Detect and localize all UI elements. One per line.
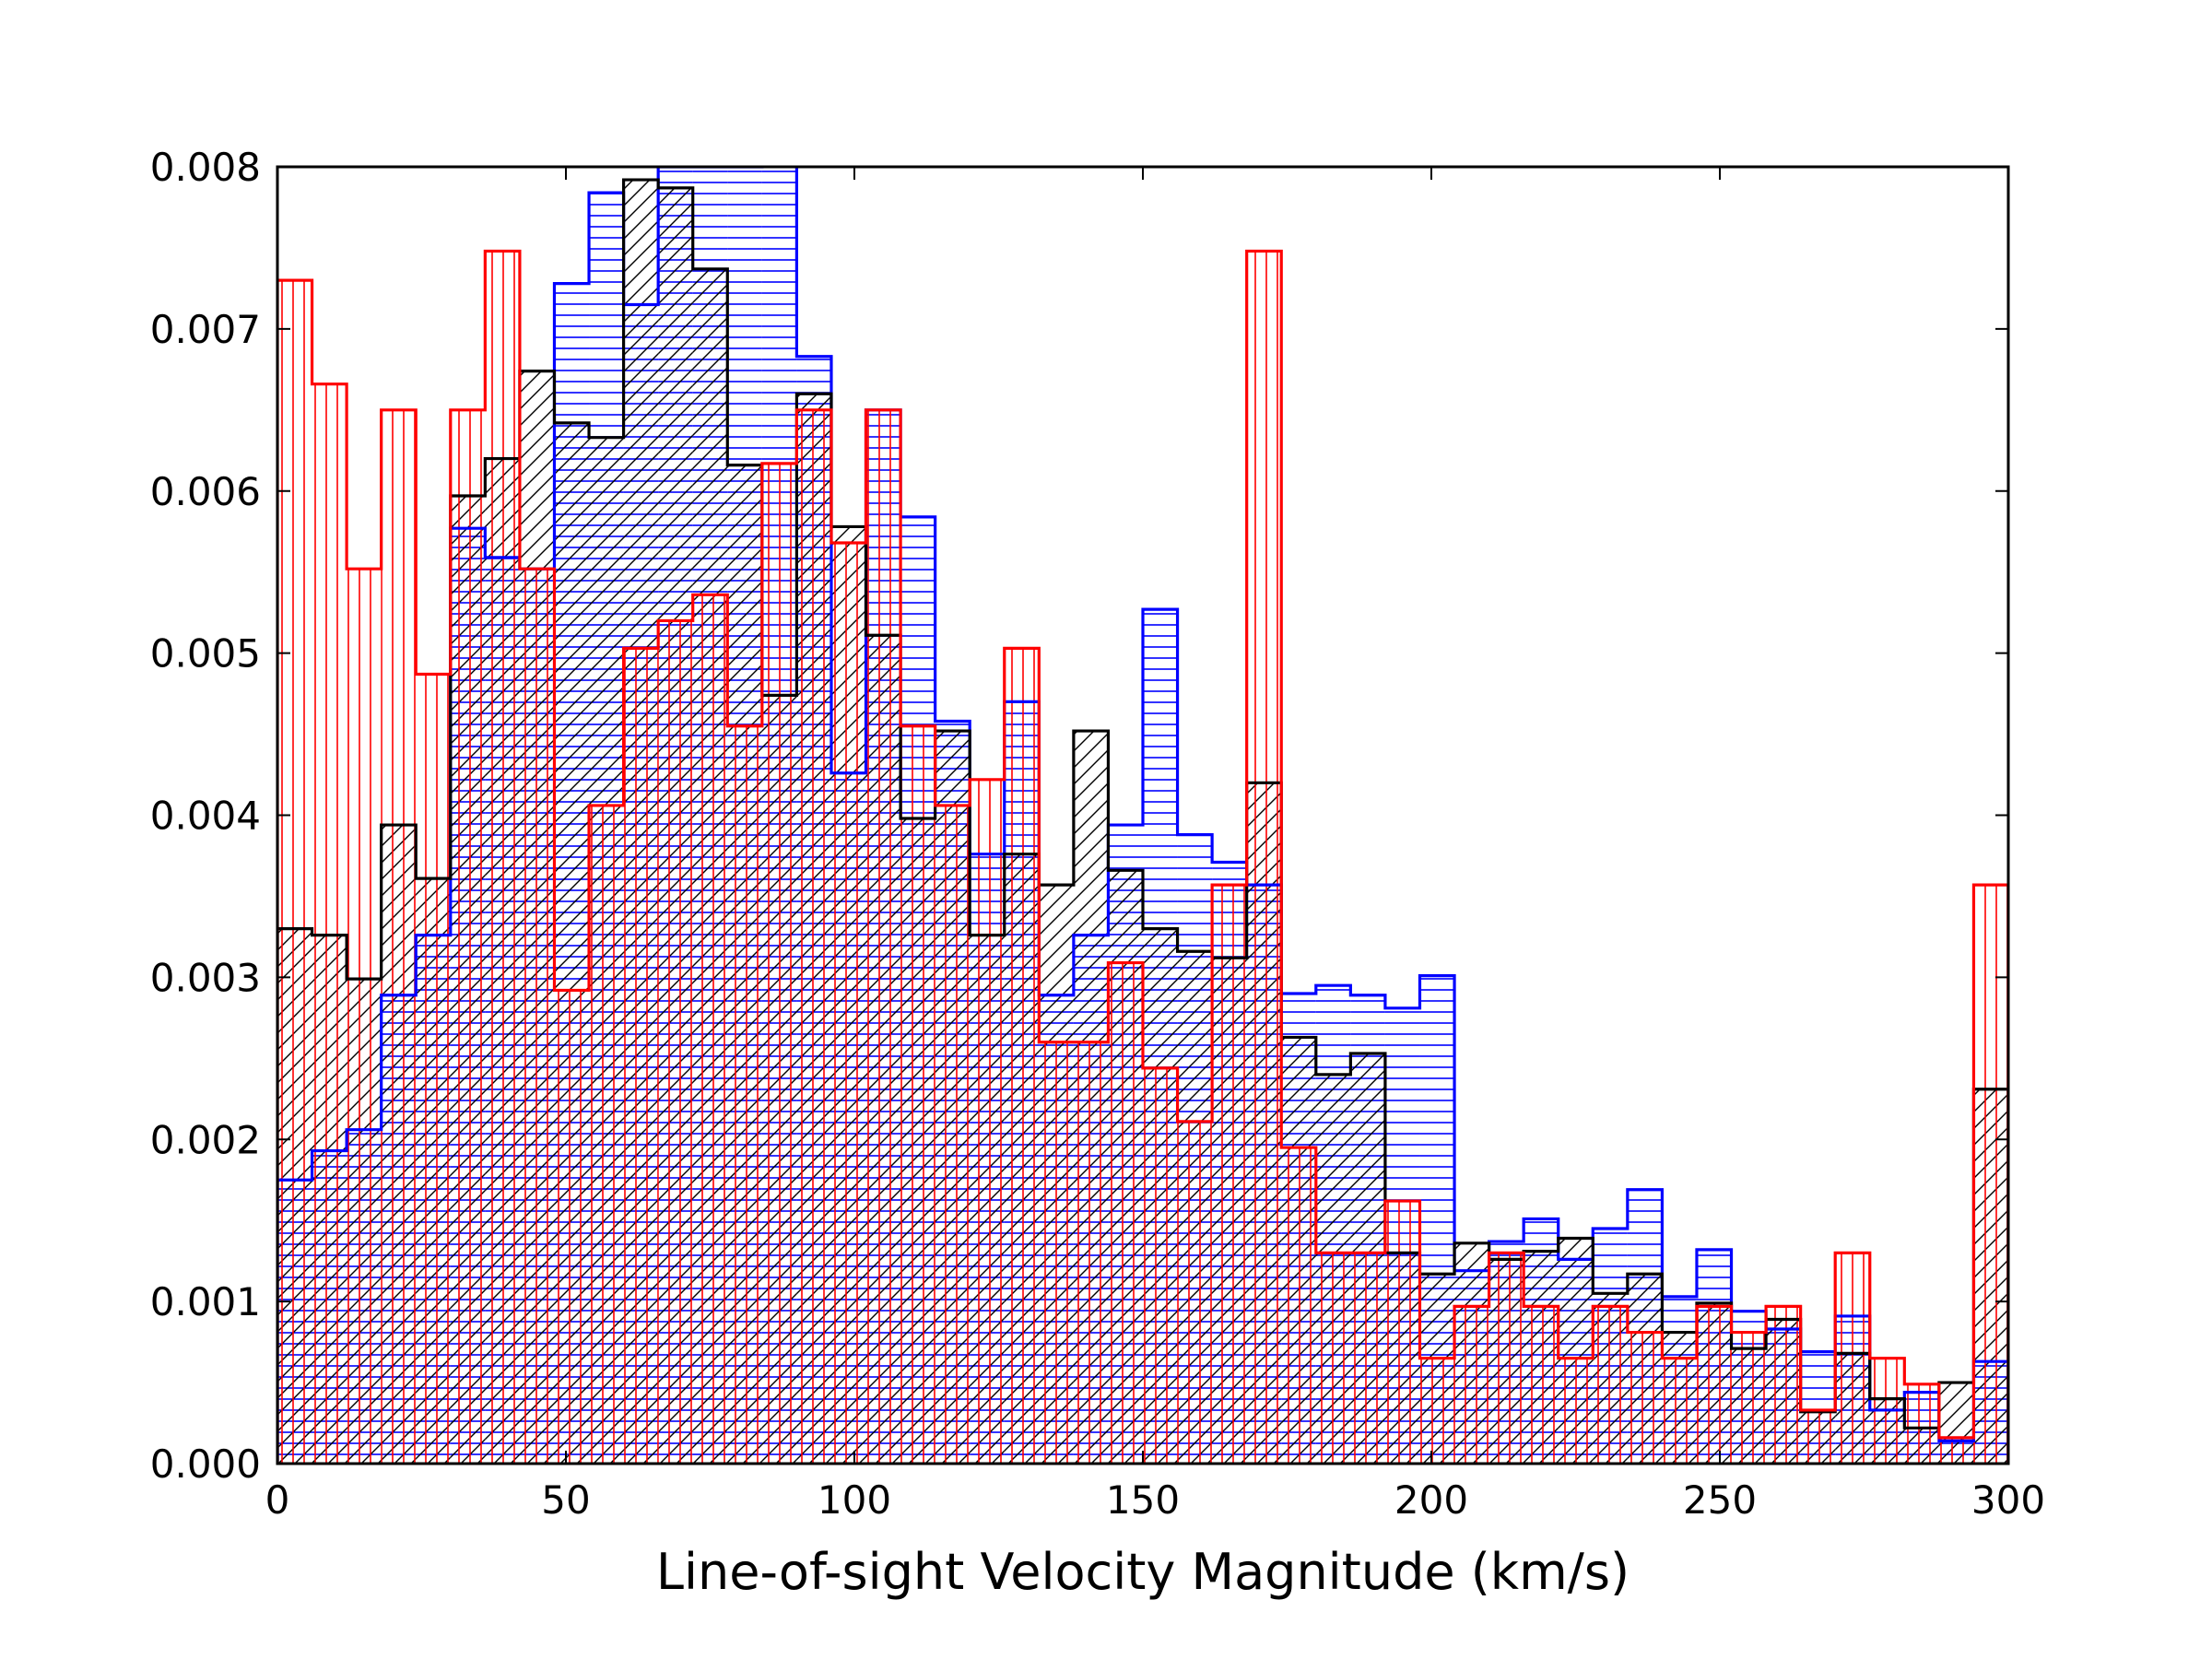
bar-red-42: [1731, 1332, 1767, 1464]
bar-red-21: [1004, 648, 1040, 1464]
step-outline-blue: [277, 167, 2008, 1464]
y-tick-label-5: 0.005: [150, 631, 261, 677]
bar-red-41: [1696, 1306, 1732, 1464]
series-red: [277, 251, 2008, 1464]
bar-red-3: [381, 409, 417, 1464]
y-tick-label-2: 0.002: [150, 1117, 261, 1162]
bar-red-49: [1973, 885, 2008, 1464]
bar-red-33: [1419, 1358, 1455, 1464]
bar-red-10: [623, 648, 659, 1464]
bar-red-11: [658, 620, 693, 1464]
bar-red-9: [589, 805, 624, 1464]
bar-red-38: [1593, 1306, 1628, 1464]
x-tick-label-4: 200: [1394, 1477, 1468, 1523]
bar-red-37: [1558, 1358, 1594, 1464]
y-tick-label-7: 0.007: [150, 307, 261, 352]
bar-red-26: [1177, 1121, 1213, 1464]
bar-red-24: [1108, 962, 1143, 1464]
bar-red-20: [970, 779, 1005, 1464]
y-tick-label-3: 0.003: [150, 955, 261, 1000]
bar-red-7: [519, 569, 555, 1464]
x-tick-label-5: 250: [1683, 1477, 1757, 1523]
x-tick-label-6: 300: [1971, 1477, 2045, 1523]
y-tick-label-8: 0.008: [150, 145, 261, 190]
bar-red-39: [1627, 1332, 1663, 1464]
bar-red-30: [1315, 1253, 1351, 1464]
bar-red-31: [1350, 1253, 1385, 1464]
x-tick-label-1: 50: [541, 1477, 590, 1523]
bar-red-14: [761, 463, 797, 1464]
y-tick-label-4: 0.004: [150, 794, 261, 839]
bar-red-0: [277, 280, 312, 1464]
x-tick-label-2: 100: [818, 1477, 891, 1523]
bar-red-32: [1384, 1201, 1420, 1464]
bar-red-4: [416, 674, 451, 1464]
x-tick-label-3: 150: [1106, 1477, 1180, 1523]
y-tick-label-1: 0.001: [150, 1279, 261, 1324]
bar-red-23: [1073, 1041, 1109, 1464]
bar-red-36: [1524, 1306, 1559, 1464]
bar-red-6: [485, 251, 520, 1464]
series-layer: [277, 167, 2008, 1464]
bar-red-15: [796, 409, 831, 1464]
y-tick-label-6: 0.006: [150, 469, 261, 514]
bar-red-35: [1488, 1253, 1524, 1464]
bar-red-45: [1835, 1253, 1870, 1464]
bar-red-19: [935, 805, 971, 1464]
bar-red-28: [1246, 251, 1282, 1464]
ticks-layer: 0 50 100 150 200 250 300 0.000 0.001 0.002 0.003 0.…: [150, 145, 2045, 1523]
bar-red-44: [1800, 1409, 1836, 1464]
bar-red-2: [347, 569, 382, 1464]
step-outline-red: [277, 249, 2008, 1464]
bar-red-12: [692, 594, 728, 1464]
bar-red-47: [1904, 1383, 1939, 1464]
bar-red-22: [1039, 1041, 1074, 1464]
bar-red-40: [1662, 1358, 1697, 1464]
bar-red-18: [900, 725, 935, 1464]
bar-red-17: [865, 409, 901, 1464]
y-tick-label-0: 0.000: [150, 1441, 261, 1487]
x-axis-title: Line-of-sight Velocity Magnitude (km/s): [656, 1543, 1630, 1601]
bar-red-13: [727, 725, 762, 1464]
bar-red-5: [450, 409, 486, 1464]
bar-red-8: [554, 990, 590, 1464]
bar-red-27: [1212, 885, 1247, 1464]
bar-red-34: [1454, 1306, 1489, 1464]
bar-red-43: [1766, 1306, 1801, 1464]
bar-red-1: [312, 383, 347, 1464]
bar-red-29: [1281, 1147, 1316, 1464]
bar-red-16: [830, 543, 866, 1464]
x-tick-label-0: 0: [265, 1477, 290, 1523]
bar-red-25: [1143, 1067, 1178, 1464]
